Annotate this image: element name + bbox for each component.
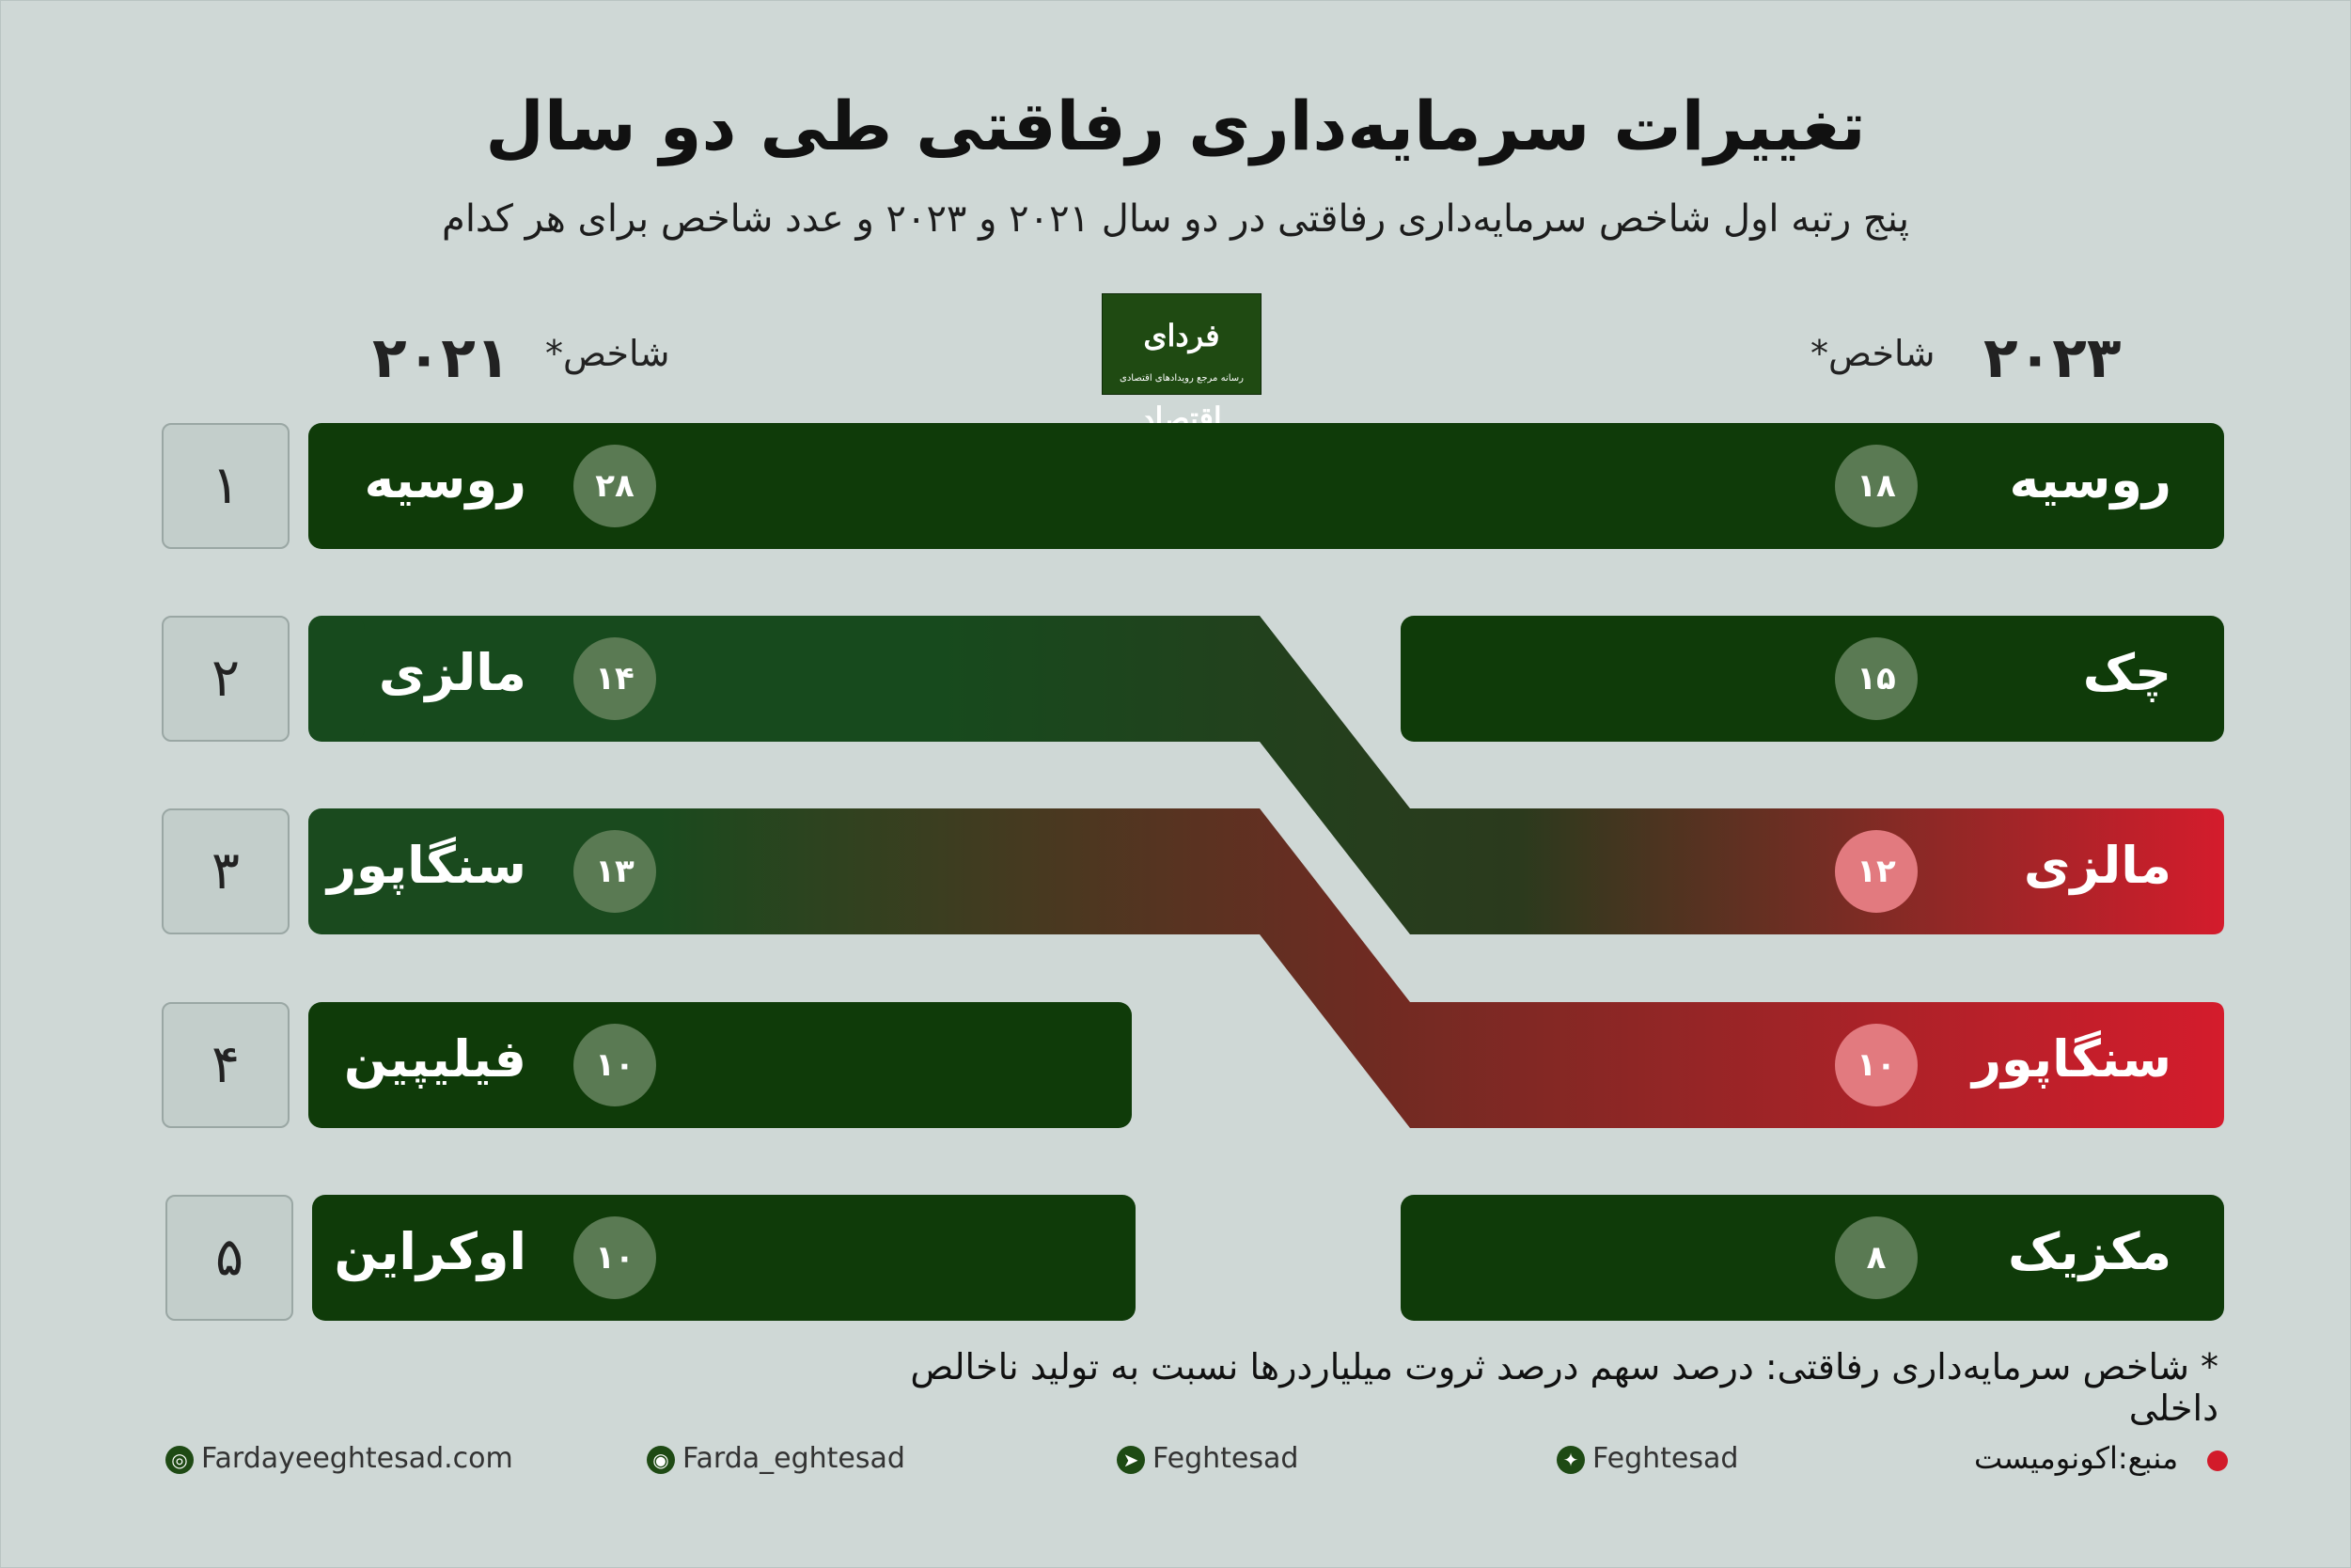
rank-box-5: ۵ — [165, 1195, 293, 1321]
telegram-text: Feghtesad — [1152, 1442, 1299, 1475]
bar-right-mexico — [1401, 1195, 2224, 1321]
left-column-label: شاخص* — [545, 333, 670, 374]
rank-box-4: ۴ — [162, 1002, 290, 1128]
twitter-icon: ✦ — [1557, 1445, 1585, 1474]
flow-ribbon-malaysia — [324, 616, 2224, 934]
left-year: ۲۰۲۱ — [372, 325, 510, 391]
footnote: * شاخص سرمایه‌داری رفاقتی: درصد سهم درصد… — [910, 1346, 2218, 1429]
chart-title: تغییرات سرمایه‌داری رفاقتی طی دو سال — [485, 86, 1866, 165]
right-value-badge-5: ۸ — [1835, 1216, 1918, 1299]
bar-left-philippines — [308, 1002, 1132, 1128]
rank-box-2: ۲ — [162, 616, 290, 742]
footer-twitter[interactable]: ✦ Feghtesad — [1557, 1442, 1738, 1475]
source-bullet — [2207, 1450, 2228, 1471]
right-value-badge-4: ۱۰ — [1835, 1024, 1918, 1106]
left-country-1: روسیه — [364, 450, 526, 510]
right-country-3: مالزی — [2023, 836, 2171, 895]
left-value-badge-2: ۱۴ — [573, 637, 656, 720]
left-country-2: مالزی — [378, 643, 526, 702]
instagram-text: Farda_eghtesad — [682, 1442, 905, 1475]
bar-left-ukraine — [312, 1195, 1136, 1321]
bar-left-malaysia — [308, 616, 365, 742]
right-column-label: شاخص* — [1810, 333, 1936, 374]
right-country-2: چک — [2082, 643, 2171, 702]
chart-subtitle: پنج رتبه اول شاخص سرمایه‌داری رفاقتی در … — [442, 197, 1909, 241]
bar-russia — [308, 423, 2224, 549]
left-value-badge-5: ۱۰ — [573, 1216, 656, 1299]
right-country-5: مکزیک — [2008, 1222, 2171, 1281]
left-country-5: اوکراین — [334, 1222, 526, 1281]
right-year: ۲۰۲۳ — [1983, 325, 2122, 391]
left-value-badge-1: ۲۸ — [573, 445, 656, 527]
left-country-3: سنگاپور — [326, 836, 526, 895]
footer-website[interactable]: ◎ Fardayeeghtesad.com — [165, 1442, 513, 1475]
rank-box-3: ۳ — [162, 808, 290, 934]
footer-instagram[interactable]: ◉ Farda_eghtesad — [647, 1442, 905, 1475]
left-country-4: فیلیپین — [343, 1029, 526, 1089]
right-country-1: روسیه — [2009, 450, 2171, 510]
telegram-icon: ➤ — [1117, 1445, 1145, 1474]
right-country-4: سنگاپور — [1971, 1029, 2171, 1089]
left-value-badge-4: ۱۰ — [573, 1024, 656, 1106]
logo-tagline: رسانه مرجع رویدادهای اقتصادی — [1120, 373, 1244, 384]
footer-telegram[interactable]: ➤ Feghtesad — [1117, 1442, 1298, 1475]
bar-left-singapore — [308, 808, 365, 934]
rank-box-1: ۱ — [162, 423, 290, 549]
source-text: منبع:اکونومیست — [1974, 1440, 2179, 1476]
instagram-icon: ◉ — [647, 1445, 675, 1474]
bar-right-czech — [1401, 616, 2224, 742]
flow-ribbon-singapore — [324, 808, 2224, 1128]
right-value-badge-3: ۱۲ — [1835, 830, 1918, 913]
website-text: Fardayeeghtesad.com — [201, 1442, 513, 1475]
globe-icon: ◎ — [165, 1445, 194, 1474]
left-value-badge-3: ۱۳ — [573, 830, 656, 913]
right-value-badge-1: ۱۸ — [1835, 445, 1918, 527]
right-value-badge-2: ۱۵ — [1835, 637, 1918, 720]
twitter-text: Feghtesad — [1592, 1442, 1739, 1475]
brand-logo: فردای اقتصاد رسانه مرجع رویدادهای اقتصاد… — [1102, 293, 1262, 436]
